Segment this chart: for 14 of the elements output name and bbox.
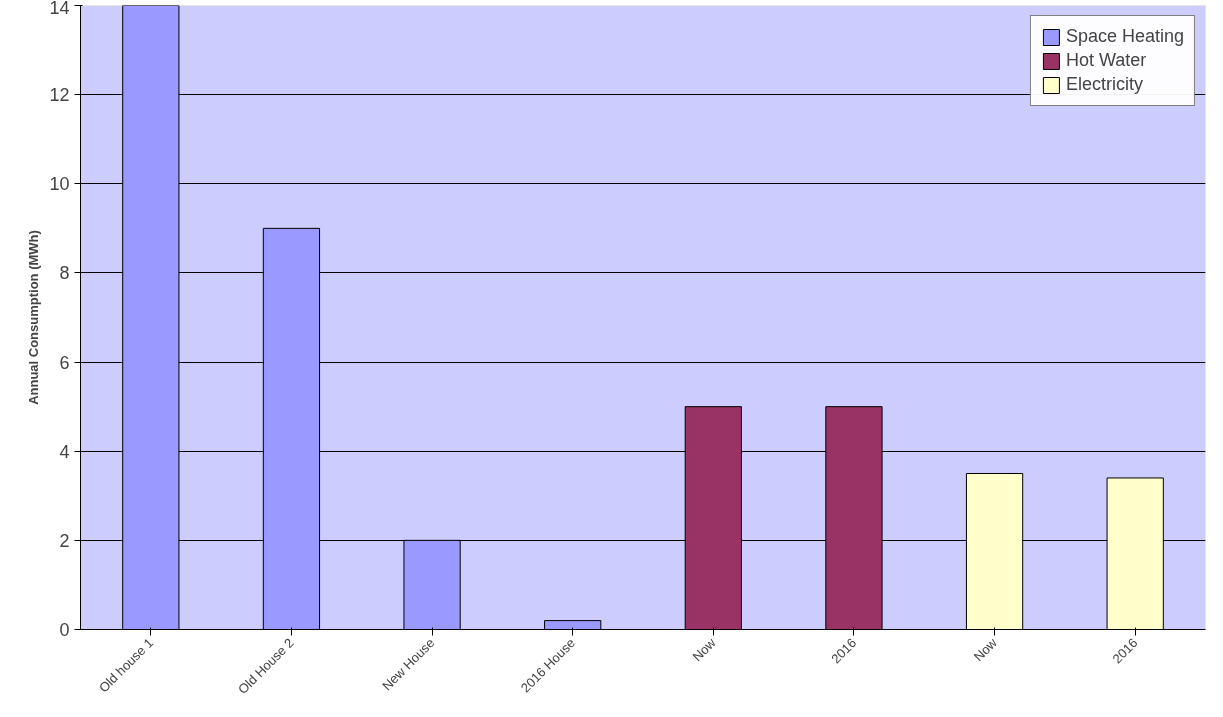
y-tick-label: 4 <box>59 441 70 462</box>
y-tick-label: 14 <box>49 0 70 18</box>
y-tick-label: 10 <box>49 174 70 195</box>
y-tick-label: 12 <box>49 85 70 106</box>
y-tick-label: 8 <box>59 263 70 284</box>
y-axis-title: Annual Consumption (MWh) <box>26 230 42 405</box>
legend-label: Hot Water <box>1065 50 1147 71</box>
x-tick-label: Now <box>970 634 1001 665</box>
x-tick-label: Now <box>689 634 720 665</box>
y-tick-label: 0 <box>59 620 70 640</box>
legend-label: Space Heating <box>1065 26 1184 47</box>
legend-label: Electricity <box>1065 74 1143 95</box>
y-tick-label: 2 <box>59 530 70 551</box>
y-tick-label: 6 <box>59 352 70 373</box>
